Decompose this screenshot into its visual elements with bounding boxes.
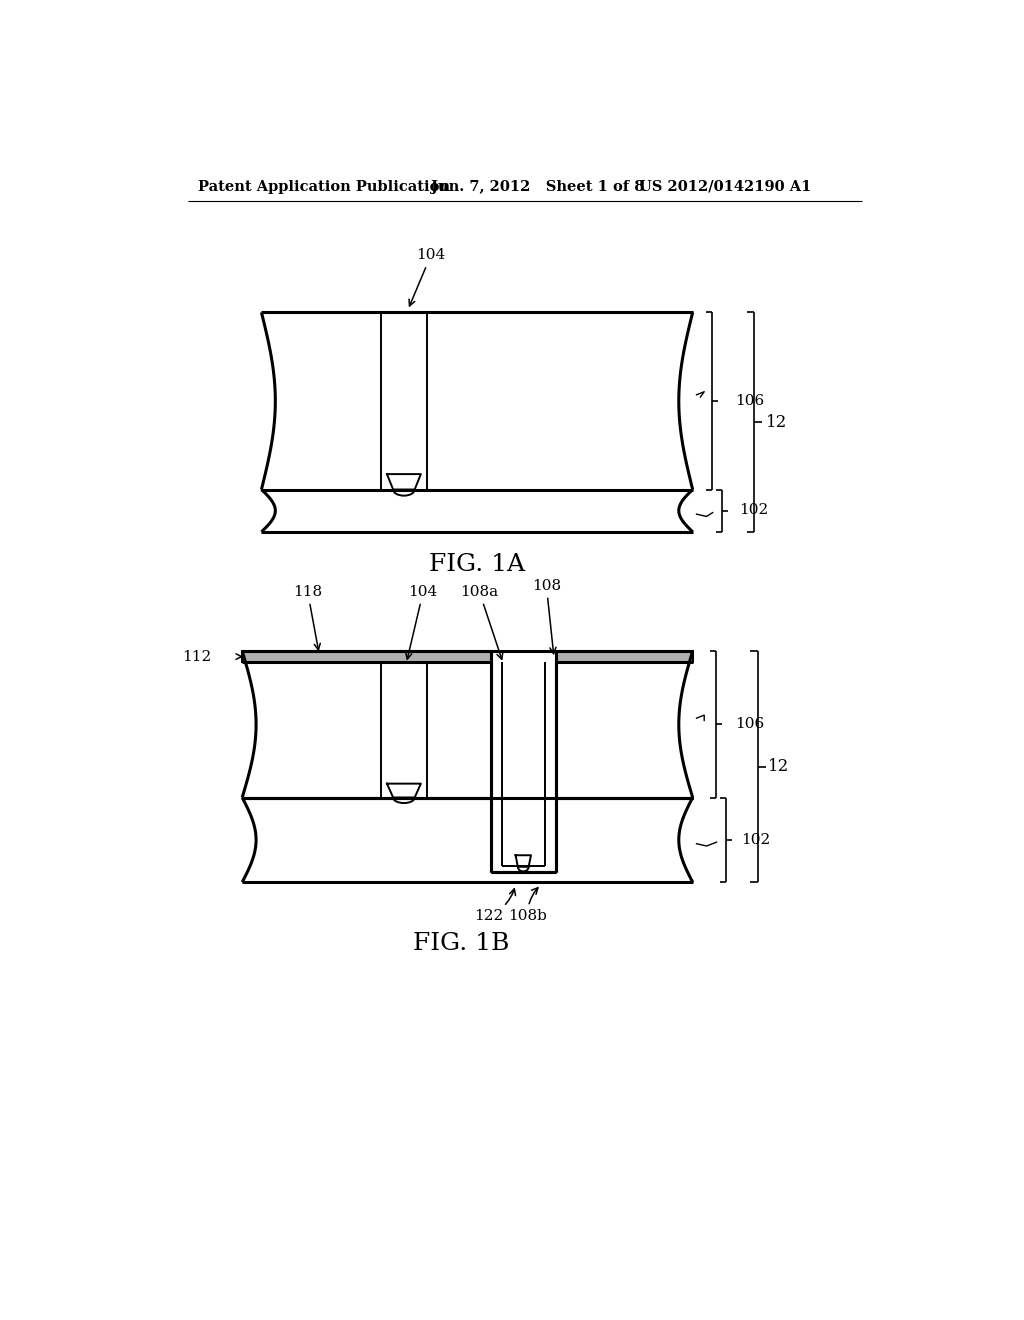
Bar [243, 651, 692, 882]
Text: 12: 12 [768, 758, 790, 775]
Text: Jun. 7, 2012   Sheet 1 of 8: Jun. 7, 2012 Sheet 1 of 8 [431, 180, 644, 194]
Text: 102: 102 [739, 503, 768, 517]
Text: FIG. 1B: FIG. 1B [414, 932, 510, 956]
Bar [556, 651, 692, 663]
Text: 108a: 108a [461, 585, 503, 659]
Text: 102: 102 [741, 833, 770, 847]
Text: 12: 12 [766, 414, 787, 432]
Text: Patent Application Publication: Patent Application Publication [199, 180, 451, 194]
Text: 122: 122 [474, 888, 515, 923]
Text: 106: 106 [735, 717, 764, 731]
Text: 104: 104 [409, 248, 445, 306]
Text: 104: 104 [406, 585, 438, 659]
Text: FIG. 1A: FIG. 1A [429, 553, 525, 576]
Text: 112: 112 [182, 649, 211, 664]
Text: 106: 106 [735, 393, 764, 408]
Text: 108: 108 [531, 578, 561, 653]
Bar [492, 652, 555, 871]
Text: US 2012/0142190 A1: US 2012/0142190 A1 [639, 180, 811, 194]
Text: 118: 118 [293, 585, 323, 649]
Bar [261, 313, 692, 532]
Bar [243, 651, 490, 663]
Text: 108b: 108b [508, 888, 547, 923]
